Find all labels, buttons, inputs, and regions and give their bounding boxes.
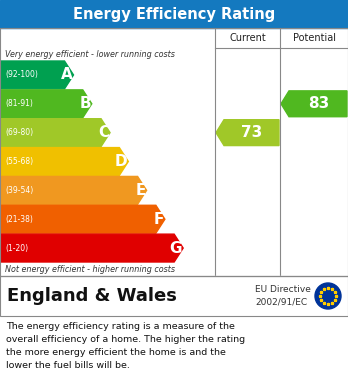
Polygon shape <box>1 205 165 233</box>
Polygon shape <box>281 91 347 117</box>
Text: (1-20): (1-20) <box>5 244 28 253</box>
Text: 73: 73 <box>242 125 263 140</box>
Polygon shape <box>1 176 147 204</box>
Polygon shape <box>1 119 110 147</box>
Bar <box>0 0 348 28</box>
Bar <box>0 276 348 316</box>
Text: A: A <box>61 67 72 83</box>
Text: (69-80): (69-80) <box>5 128 33 137</box>
Polygon shape <box>1 234 183 262</box>
Text: (92-100): (92-100) <box>5 70 38 79</box>
Text: Potential: Potential <box>293 33 335 43</box>
Bar <box>0 276 348 316</box>
Text: D: D <box>115 154 127 169</box>
Text: G: G <box>170 240 182 256</box>
Polygon shape <box>1 147 128 176</box>
Text: the more energy efficient the home is and the: the more energy efficient the home is an… <box>6 348 226 357</box>
Text: overall efficiency of a home. The higher the rating: overall efficiency of a home. The higher… <box>6 335 245 344</box>
Text: 2002/91/EC: 2002/91/EC <box>255 298 307 307</box>
Circle shape <box>315 283 341 309</box>
Text: Very energy efficient - lower running costs: Very energy efficient - lower running co… <box>5 50 175 59</box>
Text: Energy Efficiency Rating: Energy Efficiency Rating <box>73 7 275 22</box>
Text: (21-38): (21-38) <box>5 215 33 224</box>
Bar <box>0 28 348 276</box>
Polygon shape <box>1 90 92 118</box>
Text: E: E <box>135 183 145 198</box>
Text: The energy efficiency rating is a measure of the: The energy efficiency rating is a measur… <box>6 322 235 331</box>
Text: B: B <box>79 96 91 111</box>
Text: EU Directive: EU Directive <box>255 285 311 294</box>
Text: Current: Current <box>229 33 266 43</box>
Polygon shape <box>216 120 279 145</box>
Text: (81-91): (81-91) <box>5 99 33 108</box>
Text: F: F <box>153 212 164 227</box>
Polygon shape <box>1 61 73 89</box>
Text: C: C <box>98 125 109 140</box>
Text: Not energy efficient - higher running costs: Not energy efficient - higher running co… <box>5 265 175 274</box>
Text: lower the fuel bills will be.: lower the fuel bills will be. <box>6 361 130 370</box>
Text: (39-54): (39-54) <box>5 186 33 195</box>
Text: (55-68): (55-68) <box>5 157 33 166</box>
Bar <box>0 316 348 391</box>
Text: 83: 83 <box>308 96 329 111</box>
Text: England & Wales: England & Wales <box>7 287 177 305</box>
